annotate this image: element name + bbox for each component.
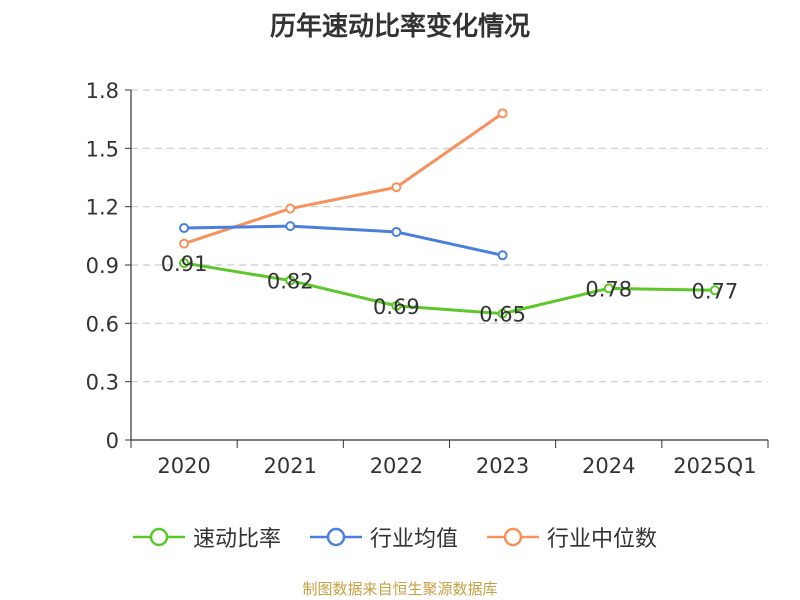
point-s1-1 bbox=[285, 221, 296, 232]
point-s2-2 bbox=[391, 182, 402, 193]
legend-label-industry-mean: 行业均值 bbox=[370, 527, 459, 552]
series-line-1 bbox=[184, 224, 503, 257]
point-s1-3 bbox=[497, 250, 508, 261]
legend-marker-industry-median bbox=[487, 527, 539, 547]
data-label-s0-4: 0.78 bbox=[585, 277, 632, 301]
y-tick-label-4: 1.2 bbox=[86, 196, 119, 220]
point-s2-1 bbox=[285, 203, 296, 214]
point-s0-3 bbox=[497, 308, 508, 319]
legend-item-industry-mean[interactable]: 行业均值 bbox=[310, 520, 458, 554]
data-label-s0-1: 0.82 bbox=[267, 270, 314, 294]
point-s2-3 bbox=[497, 108, 508, 119]
y-tick-label-2: 0.6 bbox=[86, 312, 119, 336]
point-s0-0 bbox=[179, 258, 190, 269]
point-s0-5 bbox=[709, 285, 720, 296]
y-tick-label-6: 1.8 bbox=[86, 79, 119, 103]
y-tick-label-3: 0.9 bbox=[86, 254, 119, 278]
point-s0-2 bbox=[391, 300, 402, 311]
source-note: 制图数据来自恒生聚源数据库 bbox=[302, 580, 498, 598]
y-tick-label-5: 1.5 bbox=[86, 137, 119, 161]
data-label-s0-2: 0.69 bbox=[373, 295, 420, 319]
chart-title: 历年速动比率变化情况 bbox=[269, 12, 530, 42]
point-s1-2 bbox=[391, 226, 402, 237]
point-s2-0 bbox=[179, 238, 190, 249]
x-tick-label-2: 2022 bbox=[370, 454, 423, 478]
y-tick-label-0: 0 bbox=[106, 429, 119, 453]
x-tick-label-4: 2024 bbox=[582, 454, 635, 478]
point-s0-1 bbox=[285, 275, 296, 286]
y-tick-label-1: 0.3 bbox=[86, 371, 119, 395]
x-tick-label-3: 2023 bbox=[476, 454, 529, 478]
legend: 速动比率 行业均值 行业中位数 bbox=[0, 520, 800, 554]
data-label-s0-5: 0.77 bbox=[692, 279, 739, 303]
data-label-s0-3: 0.65 bbox=[479, 303, 526, 327]
legend-label-industry-median: 行业中位数 bbox=[547, 527, 658, 552]
legend-marker-quick-ratio bbox=[133, 527, 185, 547]
x-tick-label-5: 2025Q1 bbox=[673, 454, 756, 478]
series-line-2 bbox=[183, 112, 504, 246]
legend-marker-industry-mean bbox=[310, 527, 362, 547]
legend-label-quick-ratio: 速动比率 bbox=[193, 527, 282, 552]
data-label-s0-0: 0.91 bbox=[161, 252, 208, 276]
series-line-0 bbox=[183, 261, 715, 316]
x-tick-label-0: 2020 bbox=[157, 454, 210, 478]
legend-item-industry-median[interactable]: 行业中位数 bbox=[487, 520, 657, 554]
legend-item-quick-ratio[interactable]: 速动比率 bbox=[133, 520, 281, 554]
point-s0-4 bbox=[603, 283, 614, 294]
point-s1-0 bbox=[179, 223, 190, 234]
x-tick-label-1: 2021 bbox=[264, 454, 317, 478]
